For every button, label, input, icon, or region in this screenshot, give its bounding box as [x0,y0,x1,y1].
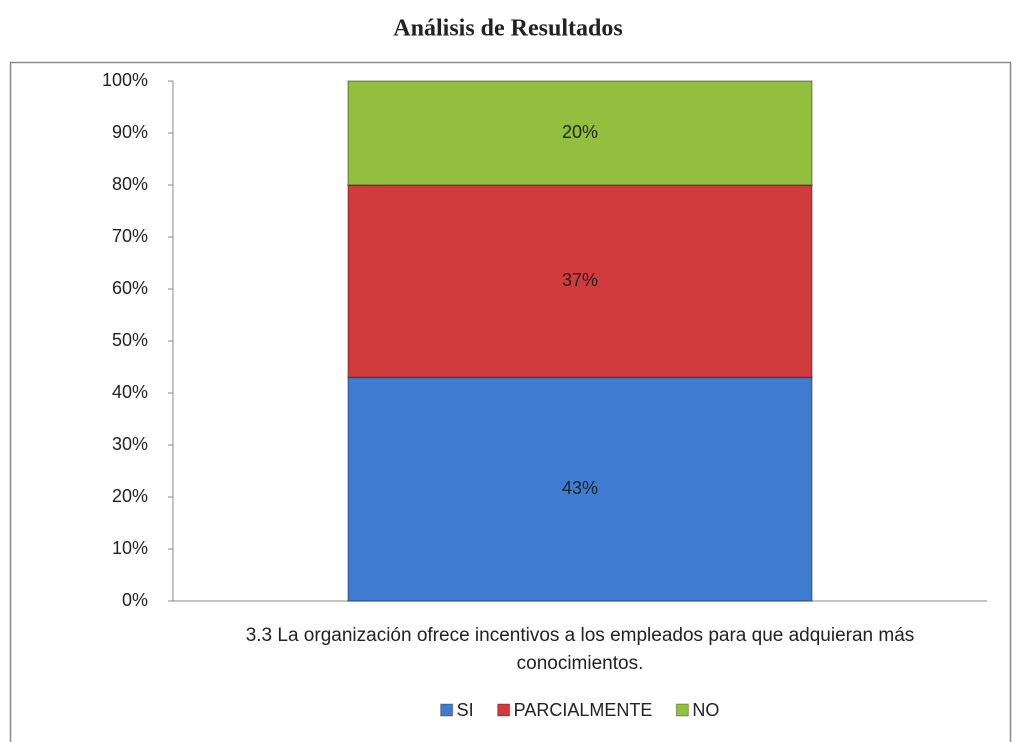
x-tick-label: 3.3 La organización ofrece incentivos a … [245,625,915,674]
legend-label: SI [457,700,474,720]
y-tick-label: 10% [112,538,148,558]
data-label: 37% [562,270,598,290]
y-tick-label: 30% [112,434,148,454]
legend-marker [440,703,454,717]
y-tick-label: 0% [122,590,148,610]
chart-frame [9,61,1012,742]
legend-marker [497,703,511,717]
bar-segment [347,376,813,602]
y-tick-label: 50% [112,330,148,350]
legend-marker [675,703,689,717]
y-tick-label: 80% [112,174,148,194]
data-label: 43% [562,478,598,498]
y-tick-label: 70% [112,226,148,246]
y-tick-label: 60% [112,278,148,298]
legend-label: PARCIALMENTE [514,700,653,720]
bar-segment [347,184,813,379]
bar-segment [347,80,813,186]
y-tick-label: 40% [112,382,148,402]
legend-label: NO [692,700,719,720]
y-tick-label: 20% [112,486,148,506]
y-tick-label: 100% [102,70,148,90]
chart-title: Análisis de Resultados [393,16,622,42]
y-tick-label: 90% [112,122,148,142]
data-label: 20% [562,122,598,142]
